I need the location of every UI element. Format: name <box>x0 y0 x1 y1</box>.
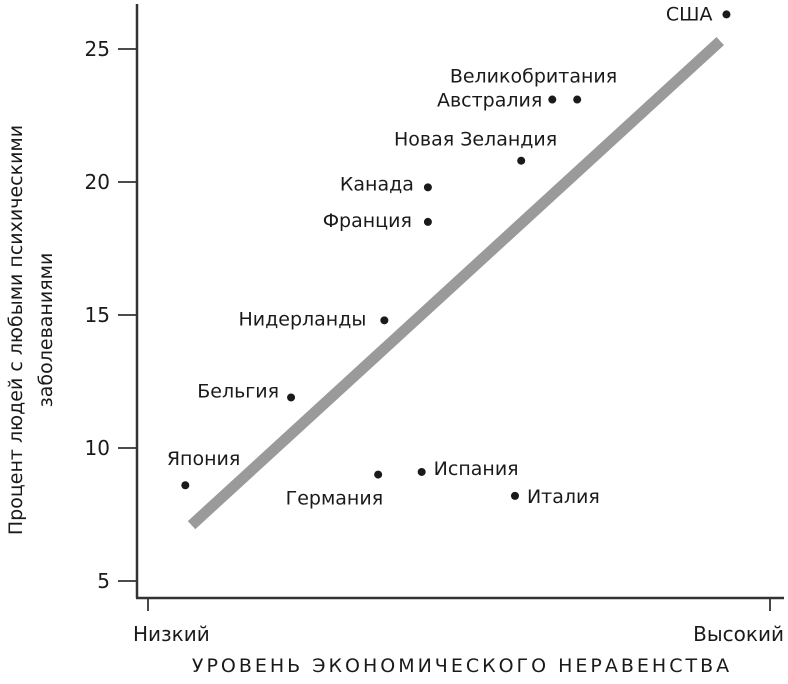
point-label: Великобритания <box>450 66 617 88</box>
point-label: Италия <box>527 486 600 508</box>
point-label: Франция <box>323 210 412 232</box>
point-label: Германия <box>286 488 384 510</box>
point-marker <box>510 491 519 500</box>
point-marker <box>423 183 432 192</box>
point-label: США <box>666 3 713 25</box>
x-tick-label: Низкий <box>133 622 210 646</box>
x-tick-label: Высокий <box>693 622 784 646</box>
point-marker <box>374 470 383 479</box>
y-tick-label: 20 <box>85 170 110 194</box>
data-point: США <box>666 3 731 25</box>
point-marker <box>181 481 190 490</box>
data-point: Канада <box>340 173 432 195</box>
x-axis-title: УРОВЕНЬ ЭКОНОМИЧЕСКОГО НЕРАВЕНСТВА <box>192 655 732 677</box>
data-point: Япония <box>167 448 240 490</box>
y-axis-title-line2: заболеваниями <box>35 253 57 408</box>
data-point: Италия <box>510 486 600 508</box>
point-marker <box>722 10 731 19</box>
data-point: Бельгия <box>197 380 296 402</box>
point-label: Австралия <box>437 90 542 112</box>
point-label: Испания <box>434 458 519 480</box>
y-tick-label: 25 <box>85 37 110 61</box>
x-axis-ticks: Низкий Высокий <box>133 598 784 646</box>
y-tick-label: 15 <box>85 303 110 327</box>
y-tick-label: 10 <box>85 436 110 460</box>
point-marker <box>573 95 582 104</box>
y-tick-label: 5 <box>97 569 110 593</box>
point-marker <box>423 217 432 226</box>
data-point: Германия <box>286 470 384 510</box>
data-point: Новая Зеландия <box>394 129 557 165</box>
data-point: Нидерланды <box>238 308 389 330</box>
y-axis-title-line1: Процент людей с любыми психическими <box>5 125 27 535</box>
point-label: Новая Зеландия <box>394 129 557 151</box>
trend-line <box>187 36 724 530</box>
data-point: Франция <box>323 210 432 232</box>
point-marker <box>417 467 426 476</box>
point-marker <box>287 393 296 402</box>
point-marker <box>380 316 389 325</box>
data-point: Австралия <box>437 90 557 112</box>
y-axis-ticks: 5 10 15 20 25 <box>85 37 136 593</box>
data-point: Великобритания <box>450 66 617 104</box>
point-label: Нидерланды <box>238 308 366 330</box>
point-marker <box>548 95 557 104</box>
point-label: Япония <box>167 448 240 470</box>
data-point: Испания <box>417 458 519 480</box>
point-label: Канада <box>340 173 414 195</box>
point-marker <box>517 156 526 165</box>
point-label: Бельгия <box>197 380 279 402</box>
